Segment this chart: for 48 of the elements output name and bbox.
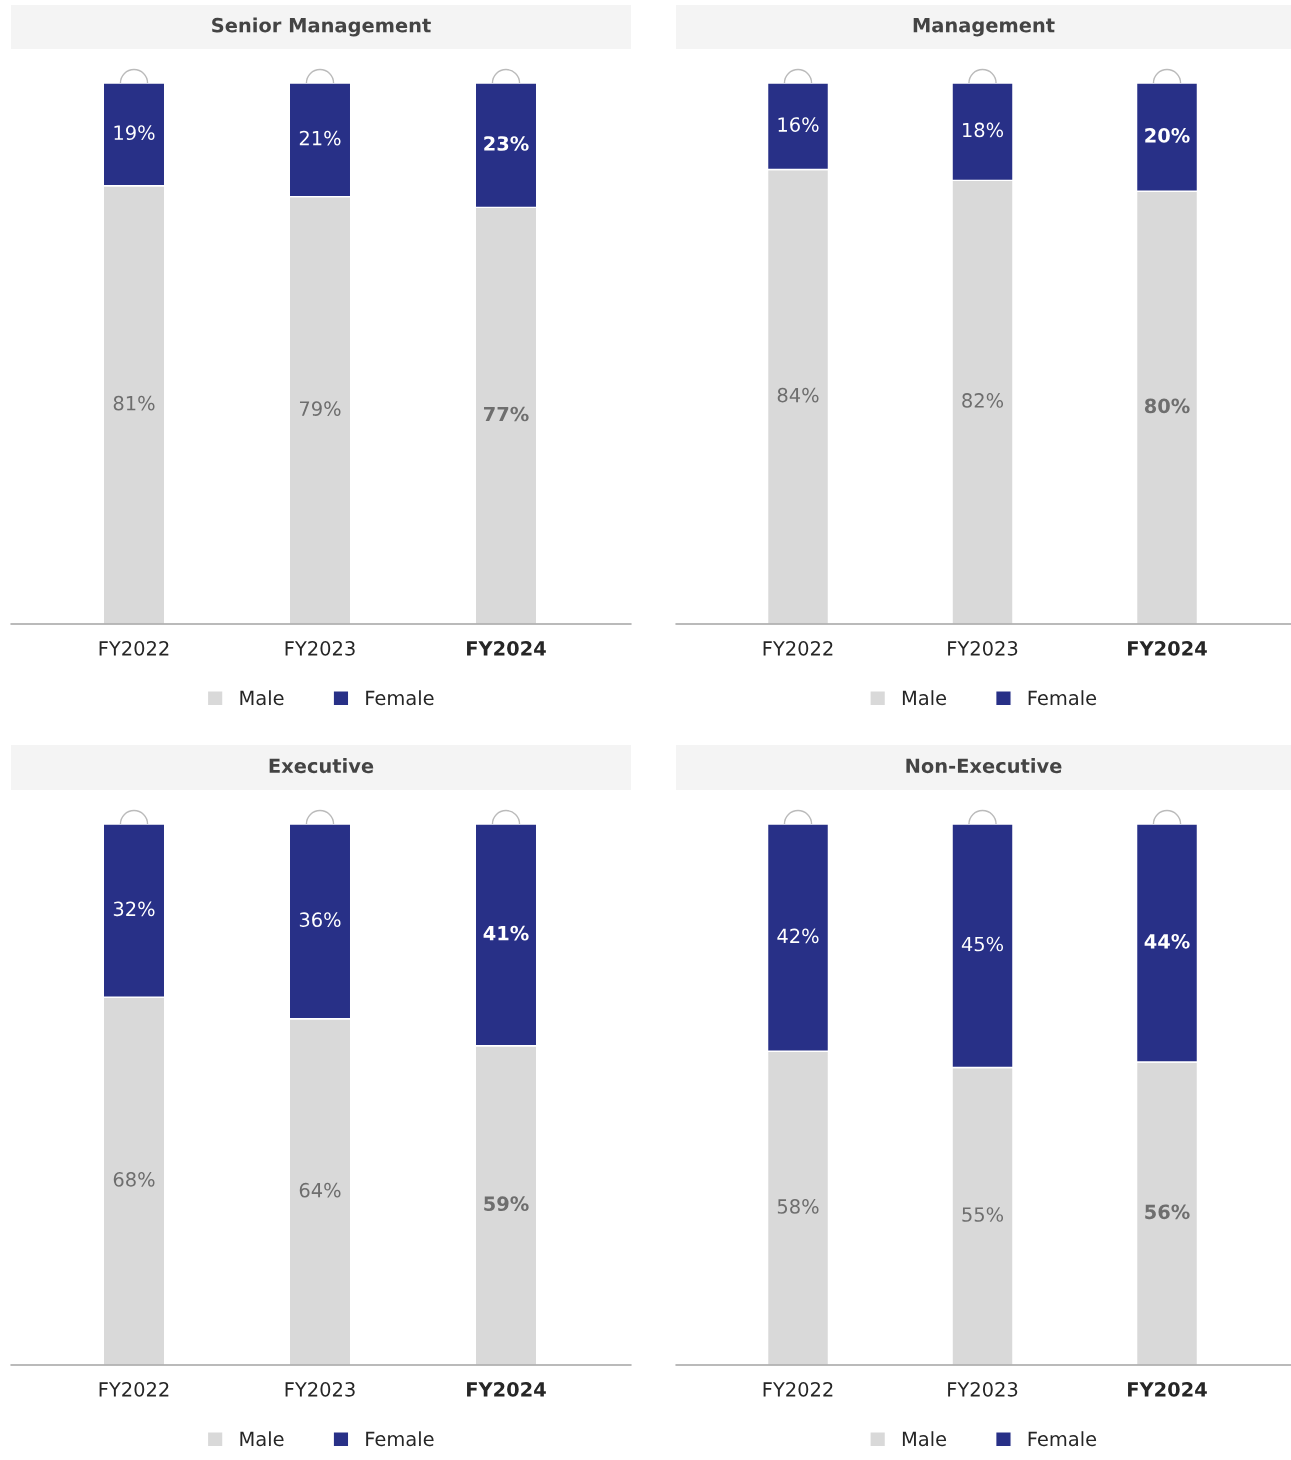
data-label: 64%: [299, 1182, 341, 1198]
data-label: 82%: [962, 393, 1004, 408]
data-label: 41%: [483, 925, 529, 941]
chart-title: Management: [913, 18, 1055, 37]
data-label: 36%: [299, 912, 341, 928]
chart-title: Senior Management: [212, 17, 431, 37]
data-label: 16%: [778, 117, 819, 132]
data-label: 32%: [113, 901, 155, 917]
x-tick-label: FY2024: [467, 1382, 546, 1397]
data-label: 79%: [299, 401, 341, 416]
x-tick-label: FY2024: [1128, 641, 1207, 656]
data-label: 59%: [484, 1196, 529, 1212]
legend-label: Male: [240, 690, 284, 706]
x-tick-label: FY2024: [1128, 1382, 1207, 1397]
data-label: 55%: [962, 1207, 1004, 1222]
data-label: 42%: [777, 928, 819, 944]
chart-title: Executive: [269, 758, 374, 774]
data-label: 58%: [777, 1199, 819, 1214]
x-tick-label: FY2023: [948, 1382, 1018, 1397]
legend-label: Female: [366, 690, 434, 706]
x-tick-label: FY2022: [763, 641, 833, 656]
x-tick-label: FY2022: [99, 1382, 169, 1397]
chart-title: Non-Executive: [906, 758, 1062, 774]
data-label: 56%: [1145, 1204, 1190, 1220]
x-tick-label: FY2023: [948, 641, 1018, 656]
data-label: 45%: [961, 936, 1004, 952]
data-label: 84%: [777, 387, 819, 403]
legend-label: Female: [1028, 690, 1097, 706]
legend-label: Male: [902, 1431, 947, 1447]
x-tick-label: FY2023: [285, 1382, 355, 1397]
legend-label: Female: [1028, 1431, 1097, 1447]
data-label: 19%: [114, 125, 155, 141]
legend-label: Female: [366, 1431, 434, 1447]
x-tick-label: FY2024: [467, 641, 546, 656]
data-label: 44%: [1144, 933, 1190, 949]
legend-label: Male: [902, 690, 947, 706]
x-tick-label: FY2022: [99, 641, 169, 656]
data-label: 21%: [299, 130, 341, 146]
data-label: 81%: [113, 395, 155, 411]
data-label: 20%: [1145, 128, 1190, 143]
data-label: 77%: [484, 406, 529, 422]
x-tick-label: FY2022: [763, 1382, 833, 1397]
x-tick-label: FY2023: [285, 641, 355, 656]
data-label: 23%: [484, 136, 529, 151]
data-label: 80%: [1144, 398, 1190, 414]
data-label: 68%: [113, 1171, 155, 1187]
data-label: 18%: [963, 122, 1004, 138]
legend-label: Male: [240, 1431, 284, 1447]
